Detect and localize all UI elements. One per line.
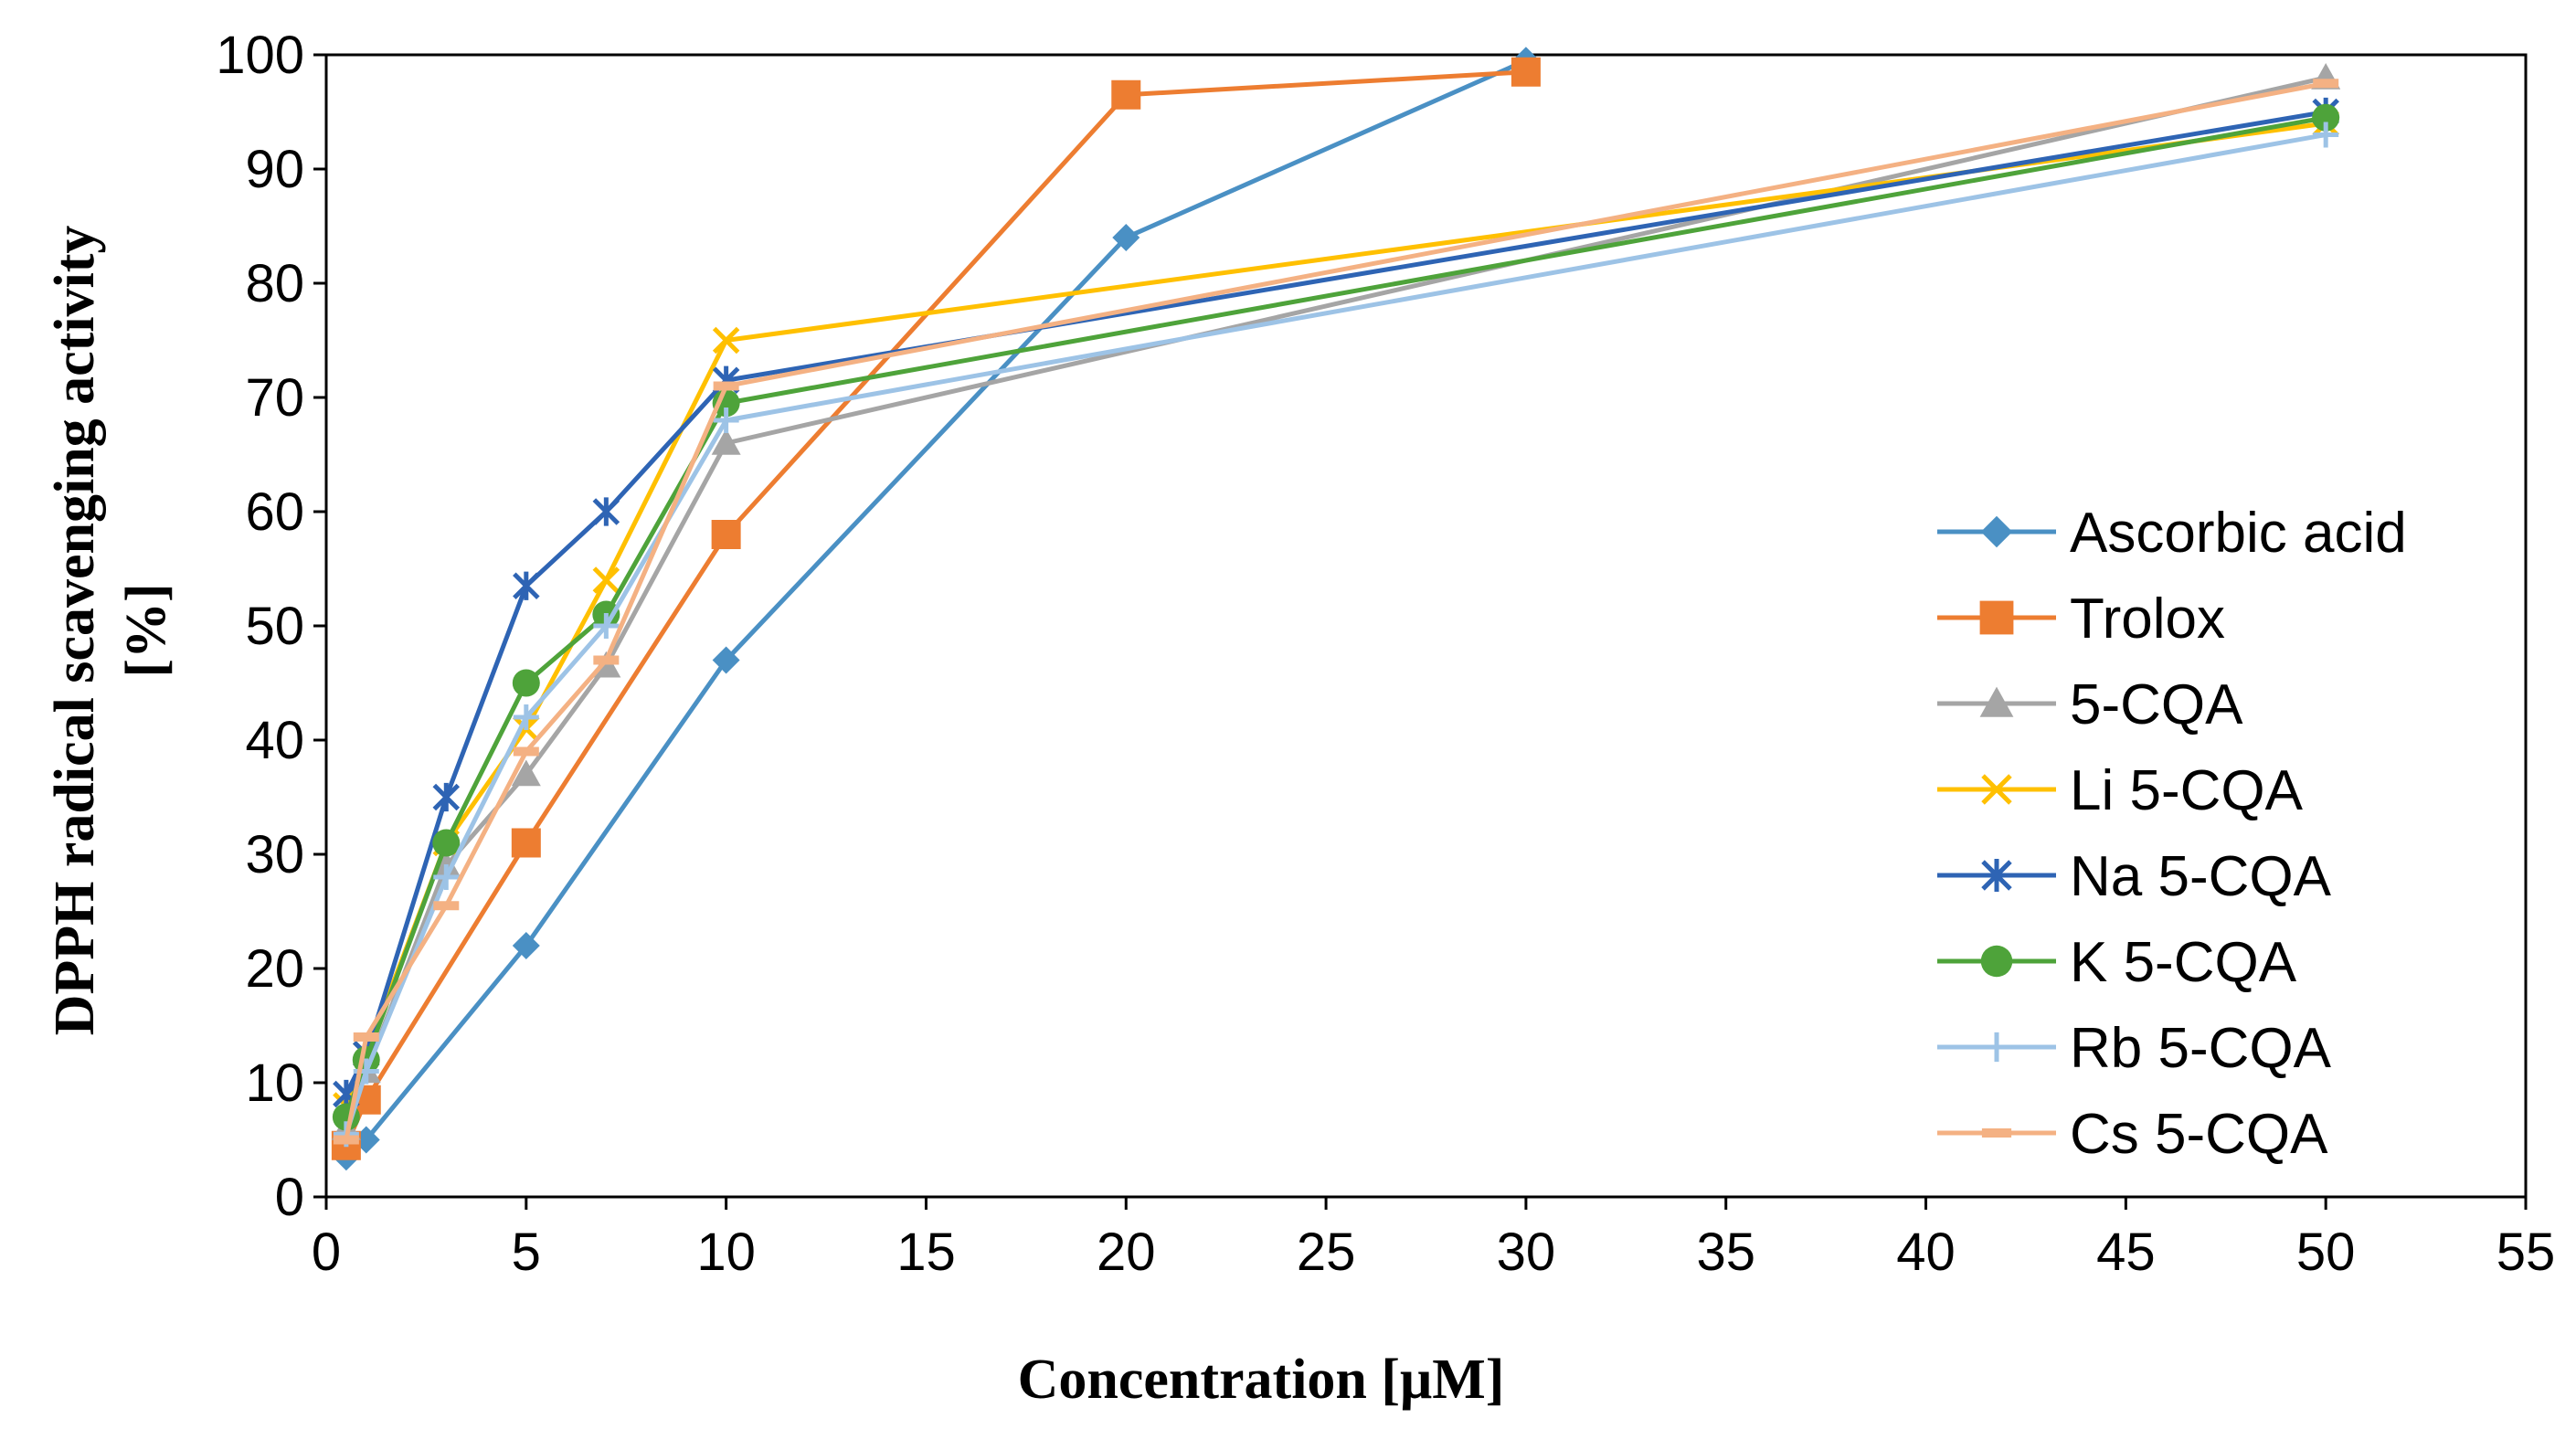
data-point-cs-5-cqa xyxy=(433,901,460,911)
legend-marker-li-5-cqa xyxy=(1981,774,2012,805)
y-tick-label: 0 xyxy=(275,1168,304,1227)
legend-item-trolox: Trolox xyxy=(1937,587,2225,651)
y-tick-label: 100 xyxy=(216,26,304,85)
y-tick-label: 30 xyxy=(245,825,304,884)
legend-label-trolox: Trolox xyxy=(2070,587,2225,651)
data-point-5-cqa xyxy=(511,759,541,787)
data-point-cs-5-cqa xyxy=(593,655,620,665)
legend-item-k-5-cqa: K 5-CQA xyxy=(1937,931,2297,994)
legend: Ascorbic acid Trolox 5-CQA Li 5-CQA Na 5-CQA… xyxy=(1937,502,2407,1166)
y-axis-title-unit: [%] xyxy=(115,583,177,677)
data-point-li-5-cqa xyxy=(712,326,740,355)
data-point-rb-5-cqa xyxy=(433,864,460,890)
legend-label-rb-5-cqa: Rb 5-CQA xyxy=(2070,1017,2332,1080)
x-tick-label: 35 xyxy=(1696,1222,1755,1282)
legend-label-ascorbic-acid: Ascorbic acid xyxy=(2070,502,2407,565)
series-ascorbic-acid xyxy=(332,47,1540,1171)
series-line-rb-5-cqa xyxy=(344,132,2327,1136)
data-point-trolox xyxy=(1111,79,1141,110)
data-point-k-5-cqa xyxy=(512,669,540,697)
x-axis-title: Concentration [μM] xyxy=(1018,1349,1505,1411)
x-tick-label: 5 xyxy=(512,1222,541,1282)
data-point-trolox xyxy=(1511,57,1541,87)
data-point-5-cqa xyxy=(431,851,461,878)
y-tick-label: 40 xyxy=(245,711,304,770)
data-point-cs-5-cqa xyxy=(2313,79,2339,89)
data-point-cs-5-cqa xyxy=(333,1135,359,1145)
x-tick-label: 10 xyxy=(696,1222,756,1282)
series-layer xyxy=(331,47,2341,1171)
data-point-rb-5-cqa xyxy=(593,613,620,639)
legend-label-na-5-cqa: Na 5-CQA xyxy=(2070,845,2332,908)
series-trolox xyxy=(331,57,1541,1160)
data-point-cs-5-cqa xyxy=(713,381,739,391)
legend-marker-rb-5-cqa xyxy=(1981,1032,2012,1063)
series-line-trolox xyxy=(344,69,1527,1147)
series-line-cs-5-cqa xyxy=(344,80,2327,1140)
data-point-trolox xyxy=(511,828,541,858)
legend-marker-5-cqa xyxy=(1979,686,2014,717)
y-tick-label: 60 xyxy=(245,482,304,542)
data-point-ascorbic-acid xyxy=(712,646,740,674)
data-point-ascorbic-acid xyxy=(1112,224,1140,251)
series-cs-5-cqa xyxy=(333,79,2339,1145)
y-tick-label: 10 xyxy=(245,1053,304,1113)
legend-item-5-cqa: 5-CQA xyxy=(1937,673,2243,736)
legend-item-ascorbic-acid: Ascorbic acid xyxy=(1937,502,2407,565)
legend-item-cs-5-cqa: Cs 5-CQA xyxy=(1937,1103,2328,1166)
data-point-li-5-cqa xyxy=(592,566,620,594)
data-point-cs-5-cqa xyxy=(513,746,539,757)
x-tick-label: 55 xyxy=(2496,1222,2556,1282)
legend-label-li-5-cqa: Li 5-CQA xyxy=(2070,759,2304,822)
y-axis-title: DPPH radical scavenging activity xyxy=(44,226,106,1036)
x-tick-label: 45 xyxy=(2096,1222,2156,1282)
legend-label-5-cqa: 5-CQA xyxy=(2070,673,2243,736)
data-point-rb-5-cqa xyxy=(713,407,739,433)
y-tick-label: 90 xyxy=(245,140,304,199)
legend-item-li-5-cqa: Li 5-CQA xyxy=(1937,759,2304,822)
legend-marker-na-5-cqa xyxy=(1981,859,2012,892)
x-tick-label: 0 xyxy=(312,1222,341,1282)
legend-item-na-5-cqa: Na 5-CQA xyxy=(1937,845,2332,908)
data-point-rb-5-cqa xyxy=(513,704,539,730)
legend-item-rb-5-cqa: Rb 5-CQA xyxy=(1937,1017,2332,1080)
x-tick-label: 40 xyxy=(1896,1222,1956,1282)
legend-marker-k-5-cqa xyxy=(1980,945,2013,978)
data-point-k-5-cqa xyxy=(2312,103,2340,132)
x-tick-label: 15 xyxy=(896,1222,956,1282)
y-tick-label: 70 xyxy=(245,368,304,428)
y-tick-label: 50 xyxy=(245,597,304,656)
x-tick-label: 25 xyxy=(1297,1222,1356,1282)
data-point-k-5-cqa xyxy=(432,829,461,857)
x-tick-label: 30 xyxy=(1497,1222,1556,1282)
data-point-na-5-cqa xyxy=(513,571,540,600)
data-point-5-cqa xyxy=(711,429,741,455)
x-tick-label: 50 xyxy=(2296,1222,2356,1282)
legend-marker-trolox xyxy=(1979,600,2014,635)
data-point-na-5-cqa xyxy=(432,782,461,812)
y-tick-label: 20 xyxy=(245,939,304,999)
data-point-cs-5-cqa xyxy=(353,1032,379,1042)
legend-label-k-5-cqa: K 5-CQA xyxy=(2070,931,2297,994)
axes: 0 5 10 15 20 25 30 35 40 45 50 55 0 10 20 30 40 50 60 70 80 9… xyxy=(216,26,2555,1282)
legend-marker-cs-5-cqa xyxy=(1981,1128,2012,1138)
data-point-rb-5-cqa xyxy=(2313,122,2339,148)
legend-label-cs-5-cqa: Cs 5-CQA xyxy=(2070,1103,2328,1166)
series-line-ascorbic-acid xyxy=(345,58,1527,1159)
x-tick-label: 20 xyxy=(1097,1222,1156,1282)
y-tick-label: 80 xyxy=(245,254,304,313)
series-rb-5-cqa xyxy=(333,122,2339,1148)
data-point-na-5-cqa xyxy=(592,497,620,526)
legend-marker-ascorbic-acid xyxy=(1980,515,2013,548)
series-line-5-cqa xyxy=(344,75,2327,1129)
data-point-trolox xyxy=(711,520,741,549)
series-na-5-cqa xyxy=(333,97,2339,1109)
data-point-ascorbic-acid xyxy=(512,932,540,959)
